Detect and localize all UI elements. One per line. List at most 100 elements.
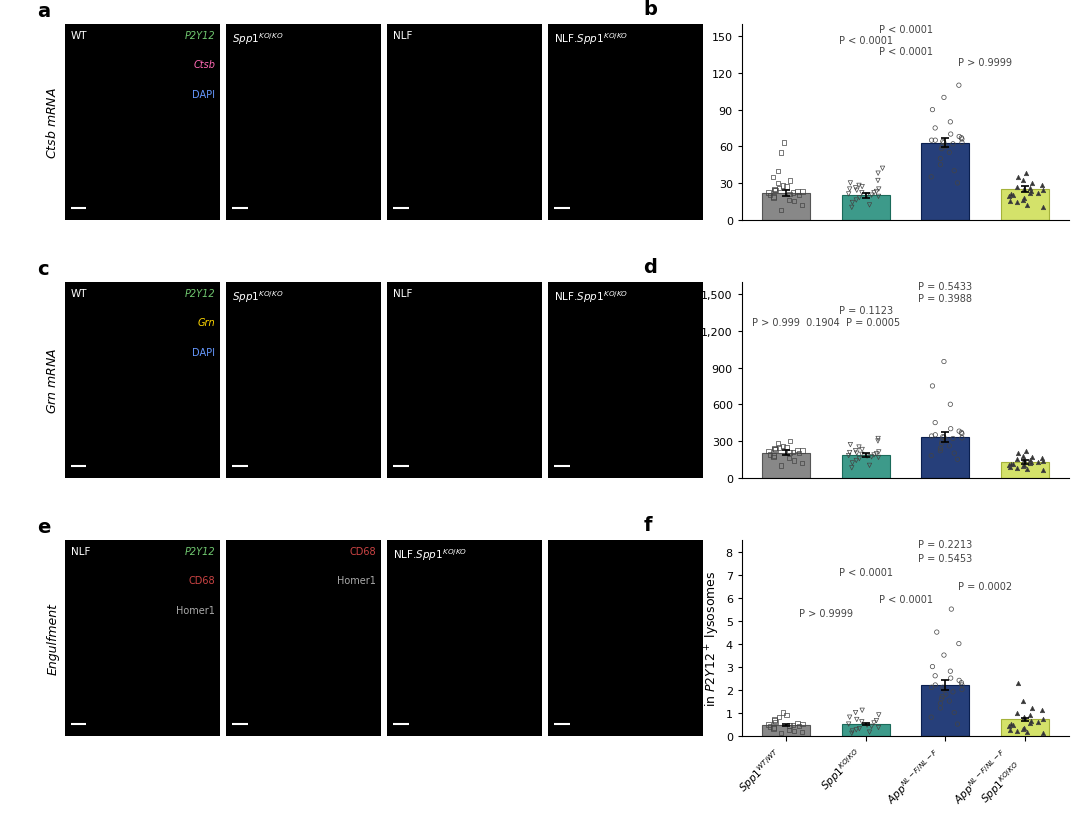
Point (1004, 189, 1022, 202)
Point (778, 708, 795, 721)
Point (840, 449, 858, 462)
Point (933, 140, 950, 154)
Text: P > 0.999  0.1904  P = 0.0005: P > 0.999 0.1904 P = 0.0005 (752, 318, 900, 328)
Point (1022, 186, 1039, 199)
Point (950, 637, 968, 650)
Point (1022, 716, 1039, 730)
Point (848, 713, 865, 726)
Point (942, 665, 959, 678)
Point (944, 686, 961, 699)
Point (1021, 454, 1038, 467)
Point (794, 456, 811, 470)
Point (954, 137, 971, 150)
Point (923, 380, 941, 393)
Text: WT: WT (71, 288, 87, 298)
Point (1014, 722, 1031, 736)
Point (865, 716, 882, 730)
Point (766, 183, 783, 196)
Text: P2Y12: P2Y12 (185, 546, 215, 556)
Text: P = 0.5453: P = 0.5453 (918, 553, 973, 563)
Point (761, 448, 779, 461)
Point (1029, 456, 1047, 470)
Point (791, 719, 808, 732)
Point (869, 191, 887, 204)
Point (937, 434, 955, 447)
Point (791, 447, 808, 461)
Bar (921, 686, 970, 736)
Point (785, 196, 802, 209)
Point (1015, 191, 1032, 205)
Point (1009, 676, 1026, 690)
Point (841, 177, 859, 191)
Point (949, 177, 967, 191)
Point (761, 189, 779, 202)
Point (1015, 183, 1032, 196)
Point (934, 135, 951, 149)
Text: P < 0.0001: P < 0.0001 (838, 36, 892, 46)
Point (942, 398, 959, 411)
Point (781, 451, 798, 465)
Point (781, 175, 798, 188)
Point (1035, 201, 1052, 215)
Point (1018, 463, 1036, 477)
Point (848, 447, 865, 461)
Text: P = 0.2213: P = 0.2213 (918, 540, 973, 549)
Point (1017, 167, 1035, 181)
Point (944, 138, 961, 151)
Point (946, 447, 963, 461)
Point (863, 451, 880, 464)
Point (781, 723, 798, 737)
Bar (841, 196, 890, 221)
Point (841, 183, 859, 196)
Point (1003, 457, 1021, 471)
Text: CD68: CD68 (189, 576, 215, 585)
Text: b: b (644, 0, 658, 19)
Point (935, 649, 953, 662)
Point (1035, 455, 1052, 468)
Point (774, 180, 792, 193)
Point (767, 716, 784, 729)
Text: P > 0.9999: P > 0.9999 (958, 58, 1012, 68)
Point (778, 441, 795, 454)
Point (923, 135, 941, 148)
Point (946, 706, 963, 720)
Point (941, 695, 958, 708)
Point (935, 355, 953, 369)
Point (868, 714, 886, 727)
Point (843, 456, 861, 470)
Point (766, 713, 783, 726)
Point (841, 446, 859, 460)
Text: DAPI: DAPI (192, 347, 215, 357)
Point (1021, 708, 1038, 721)
Point (950, 425, 968, 438)
Point (1035, 726, 1052, 740)
Point (761, 720, 779, 733)
Point (868, 186, 886, 199)
Y-axis label: $Ctsb$ mRNA: $Ctsb$ mRNA (45, 87, 59, 159)
Point (953, 132, 970, 145)
Point (781, 435, 798, 448)
Point (932, 445, 949, 458)
Point (766, 714, 783, 727)
Point (1009, 181, 1026, 194)
Point (848, 184, 865, 197)
Point (874, 162, 891, 176)
Point (843, 196, 861, 210)
Text: c: c (37, 260, 49, 279)
Point (1004, 719, 1022, 732)
Point (794, 186, 811, 199)
Point (772, 204, 789, 217)
Point (927, 135, 944, 148)
Point (1023, 177, 1040, 191)
Point (775, 137, 793, 150)
Bar (761, 193, 810, 221)
Point (937, 688, 955, 701)
Point (1009, 461, 1026, 475)
Point (770, 441, 787, 455)
Point (766, 442, 783, 456)
Point (1029, 186, 1047, 200)
Text: P > 0.9999: P > 0.9999 (799, 609, 853, 619)
Point (794, 445, 811, 458)
Point (861, 726, 878, 739)
Point (772, 459, 789, 472)
